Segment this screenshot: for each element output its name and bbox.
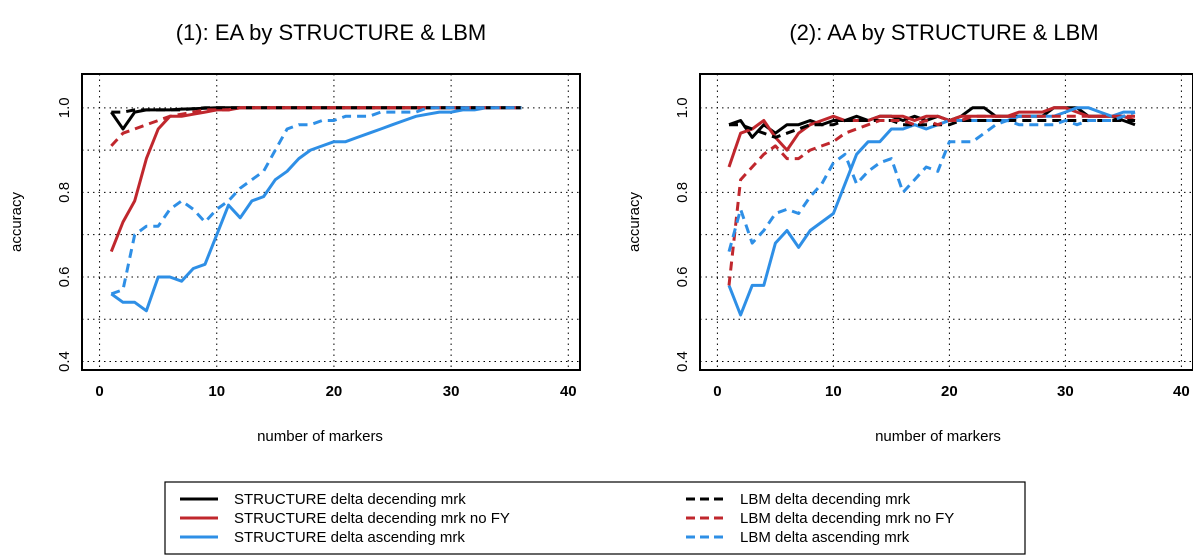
x-tick-label: 30 (1057, 383, 1074, 400)
x-tick-label: 0 (713, 383, 721, 400)
chart-panel-1: (1): EA by STRUCTURE & LBM 0 10 20 30 40 0.4 0.… (8, 20, 581, 445)
legend-item: LBM delta ascending mrk (686, 529, 910, 546)
legend: STRUCTURE delta decending mrk STRUCTURE d… (164, 481, 1026, 555)
x-tick-label: 0 (95, 383, 103, 400)
legend-label: LBM delta ascending mrk (740, 529, 910, 546)
x-tick-label: 40 (560, 383, 577, 400)
x-tick-label: 20 (326, 383, 343, 400)
legend-label: STRUCTURE delta decending mrk (234, 491, 466, 508)
y-tick-label: 1.0 (56, 97, 73, 118)
x-tick-label: 10 (825, 383, 842, 400)
series-line-3 (727, 106, 1135, 317)
grid (82, 74, 580, 370)
legend-label: STRUCTURE delta decending mrk no FY (234, 510, 510, 527)
x-tick-label: 40 (1173, 383, 1190, 400)
y-tick-label: 0.4 (674, 351, 691, 372)
series-line-2 (727, 106, 1136, 168)
chart-panel-2: (2): AA by STRUCTURE & LBM 0 10 20 30 40 0.4 0.… (626, 20, 1193, 445)
series-line-5 (110, 106, 522, 147)
chart-title: (2): AA by STRUCTURE & LBM (789, 20, 1098, 45)
y-tick-label: 0.4 (56, 351, 73, 372)
legend-box (164, 481, 1026, 555)
x-tick-label: 10 (208, 383, 225, 400)
chart-panels: (1): EA by STRUCTURE & LBM 0 10 20 30 40 0.4 0.… (8, 20, 1193, 445)
chart-title: (1): EA by STRUCTURE & LBM (176, 20, 487, 45)
y-tick-label: 0.8 (56, 182, 73, 203)
series-group (727, 106, 1136, 317)
x-tick-label: 20 (941, 383, 958, 400)
legend-item: STRUCTURE delta decending mrk (180, 491, 466, 508)
legend-item: STRUCTURE delta decending mrk no FY (180, 510, 510, 527)
x-tick-label: 30 (443, 383, 460, 400)
y-tick-label: 0.8 (674, 182, 691, 203)
legend-item: LBM delta decending mrk (686, 491, 911, 508)
y-tick-label: 0.6 (674, 267, 691, 288)
x-axis-label: number of markers (257, 428, 383, 445)
series-line-3 (110, 106, 522, 313)
legend-label: STRUCTURE delta ascending mrk (234, 529, 465, 546)
series-line-6 (110, 106, 522, 296)
legend-item: LBM delta decending mrk no FY (686, 510, 954, 527)
series-line-6 (727, 110, 1136, 252)
series-line-5 (727, 114, 1135, 286)
plot-frame (699, 73, 1193, 371)
legend-label: LBM delta decending mrk no FY (740, 510, 954, 527)
y-axis-label: accuracy (626, 191, 643, 252)
x-axis-label: number of markers (875, 428, 1001, 445)
series-line-4 (111, 106, 522, 114)
y-tick-label: 0.6 (56, 267, 73, 288)
y-tick-label: 1.0 (674, 97, 691, 118)
plot-frame (81, 73, 581, 371)
series-group (109, 106, 522, 313)
legend-label: LBM delta decending mrk (740, 491, 911, 508)
y-axis-label: accuracy (8, 191, 25, 252)
legend-item: STRUCTURE delta ascending mrk (180, 529, 465, 546)
series-line-2 (109, 106, 522, 253)
